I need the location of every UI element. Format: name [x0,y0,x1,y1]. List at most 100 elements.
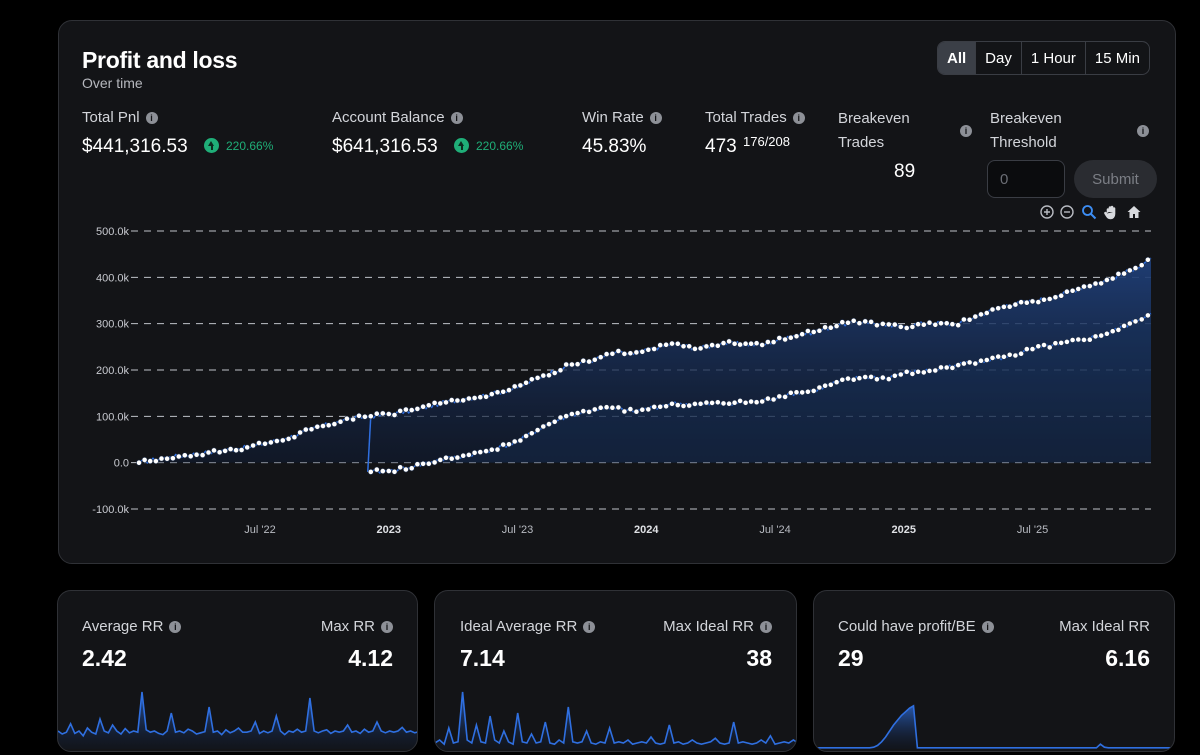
total-pnl-change: 220.66% [204,138,273,153]
data-point [742,399,749,406]
data-point [238,447,245,453]
data-point [787,334,794,341]
data-point [1132,318,1139,325]
data-point [966,359,973,366]
breakeven-trades-label-line1: Breakeven [838,110,910,127]
data-point [603,404,610,411]
info-icon[interactable]: i [169,620,182,633]
data-point [645,406,652,413]
data-point [356,412,362,419]
data-point [437,400,444,407]
data-point [909,323,916,330]
data-point [1126,267,1133,274]
data-point [1109,275,1116,282]
info-icon[interactable]: i [145,111,158,124]
data-point [1035,299,1042,305]
data-point [810,387,817,394]
info-icon[interactable]: i [381,620,393,633]
data-point [1006,351,1013,358]
breakeven-threshold-label: Breakeven Threshold [990,107,1062,155]
home-reset-icon[interactable] [1126,204,1142,220]
data-point [199,452,206,458]
data-point [534,427,541,433]
y-tick-label: 200.0k [96,365,130,377]
data-point [714,342,721,349]
data-point [551,418,558,425]
y-tick-label: 100.0k [96,411,130,423]
total-trades-label-row: Total Trades i [705,109,805,126]
data-point [972,313,979,320]
total-trades-label: Total Trades [705,109,787,126]
range-15min-button[interactable]: 15 Min [1094,49,1140,67]
data-point [216,449,223,456]
info-icon[interactable]: i [450,111,463,124]
data-point [506,441,512,448]
win-rate-label-row: Win Rate i [582,109,662,126]
total-pnl-label-row: Total Pnl i [82,109,158,126]
data-point [850,376,857,383]
data-point [1064,338,1070,345]
data-point [580,357,587,364]
data-point [170,455,176,462]
range-day-button[interactable]: Day [976,42,1022,74]
submit-button[interactable]: Submit [1074,160,1157,198]
data-point [350,416,356,423]
data-point [657,342,664,348]
data-point [1052,294,1059,301]
data-point [528,376,535,383]
data-point [1086,336,1093,343]
data-point [1115,326,1122,333]
data-point [943,364,950,371]
range-all-button[interactable]: All [938,42,977,74]
data-point [845,319,851,326]
data-point [557,367,564,374]
info-icon[interactable]: i [792,111,805,124]
data-point [454,454,461,461]
breakeven-threshold-input[interactable] [987,160,1065,198]
max-ideal-rr-2-label: Max Ideal RR [1059,618,1150,635]
data-point [233,447,239,454]
account-balance-value: $641,316.53 [332,136,438,157]
data-point [770,396,777,403]
data-point [379,468,386,474]
series-connector [367,416,372,472]
data-point [511,438,518,445]
data-point [1075,336,1082,343]
data-point [759,342,766,348]
zoom-select-icon[interactable] [1081,204,1097,220]
info-icon[interactable]: i [960,125,972,137]
data-point [1058,339,1065,346]
info-icon[interactable]: i [1137,125,1149,137]
x-tick-label: Jul '23 [502,524,533,536]
could-have-profit-sparkline [814,704,1174,749]
data-point [1023,346,1030,352]
data-point [1086,283,1093,289]
info-icon[interactable]: i [649,111,662,124]
data-point [448,397,455,403]
info-icon[interactable]: i [981,620,994,633]
data-point [314,423,321,430]
data-point [633,349,640,356]
data-point [926,319,933,326]
data-point [379,410,386,417]
data-point [574,410,581,416]
data-point [703,399,710,406]
ideal-rr-card: Ideal Average RR i 7.14 Max Ideal RR i 3… [434,590,797,752]
data-point [1138,262,1145,269]
data-point [753,399,760,406]
zoom-in-icon[interactable] [1039,204,1055,220]
pan-hand-icon[interactable] [1103,204,1119,220]
pnl-chart[interactable]: 500.0k 400.0k 300.0k 200.0k 100.0k 0.0 -100.0k… [59,21,1177,565]
info-icon[interactable]: i [760,620,772,633]
data-point [460,397,467,404]
data-point [402,406,409,413]
info-icon[interactable]: i [583,620,596,633]
data-point [949,364,956,371]
zoom-out-icon[interactable] [1059,204,1075,220]
series-account-balance [136,256,1152,466]
could-have-profit-label-row: Could have profit/BE i [838,618,994,635]
average-rr-label: Average RR [82,618,164,635]
data-point [523,433,529,439]
range-1hour-button[interactable]: 1 Hour [1022,42,1086,74]
data-point [391,412,398,418]
